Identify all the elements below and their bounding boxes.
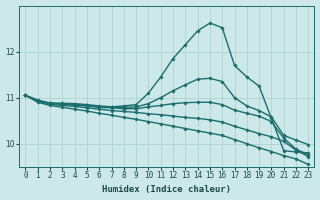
X-axis label: Humidex (Indice chaleur): Humidex (Indice chaleur) (102, 185, 231, 194)
